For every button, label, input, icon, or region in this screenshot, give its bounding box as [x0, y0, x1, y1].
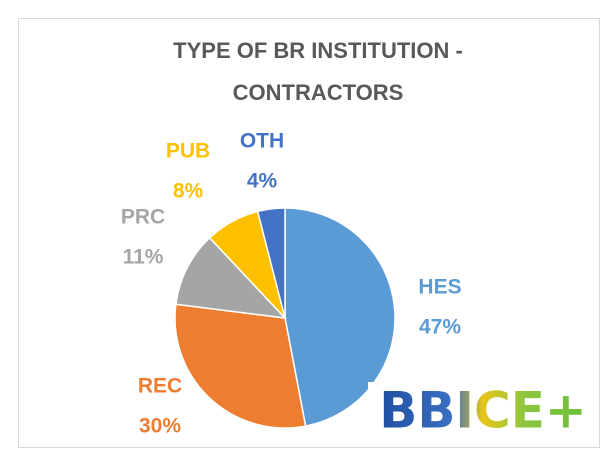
pie-slice	[175, 236, 287, 320]
pie-slice	[284, 207, 396, 427]
slice-category-label: OTH	[240, 130, 284, 153]
chart-title: TYPE OF BR INSTITUTION - CONTRACTORS	[173, 38, 463, 105]
slice-value-label: 47%	[419, 316, 461, 339]
chart-frame	[18, 18, 600, 448]
slice-category-label: HES	[418, 276, 461, 299]
slice-category-label: PRC	[121, 206, 165, 229]
logo-background	[368, 382, 598, 446]
slice-value-label: 11%	[123, 246, 164, 269]
slice-category-label: PUB	[166, 140, 210, 163]
slice-value-label: 30%	[139, 415, 181, 438]
slice-category-label: REC	[138, 375, 182, 398]
pie-slice	[256, 207, 286, 319]
slice-value-label: 8%	[173, 180, 204, 203]
logo: BBICE+	[379, 382, 587, 440]
slice-value-label: 4%	[247, 170, 278, 193]
pie-slice	[174, 303, 307, 429]
